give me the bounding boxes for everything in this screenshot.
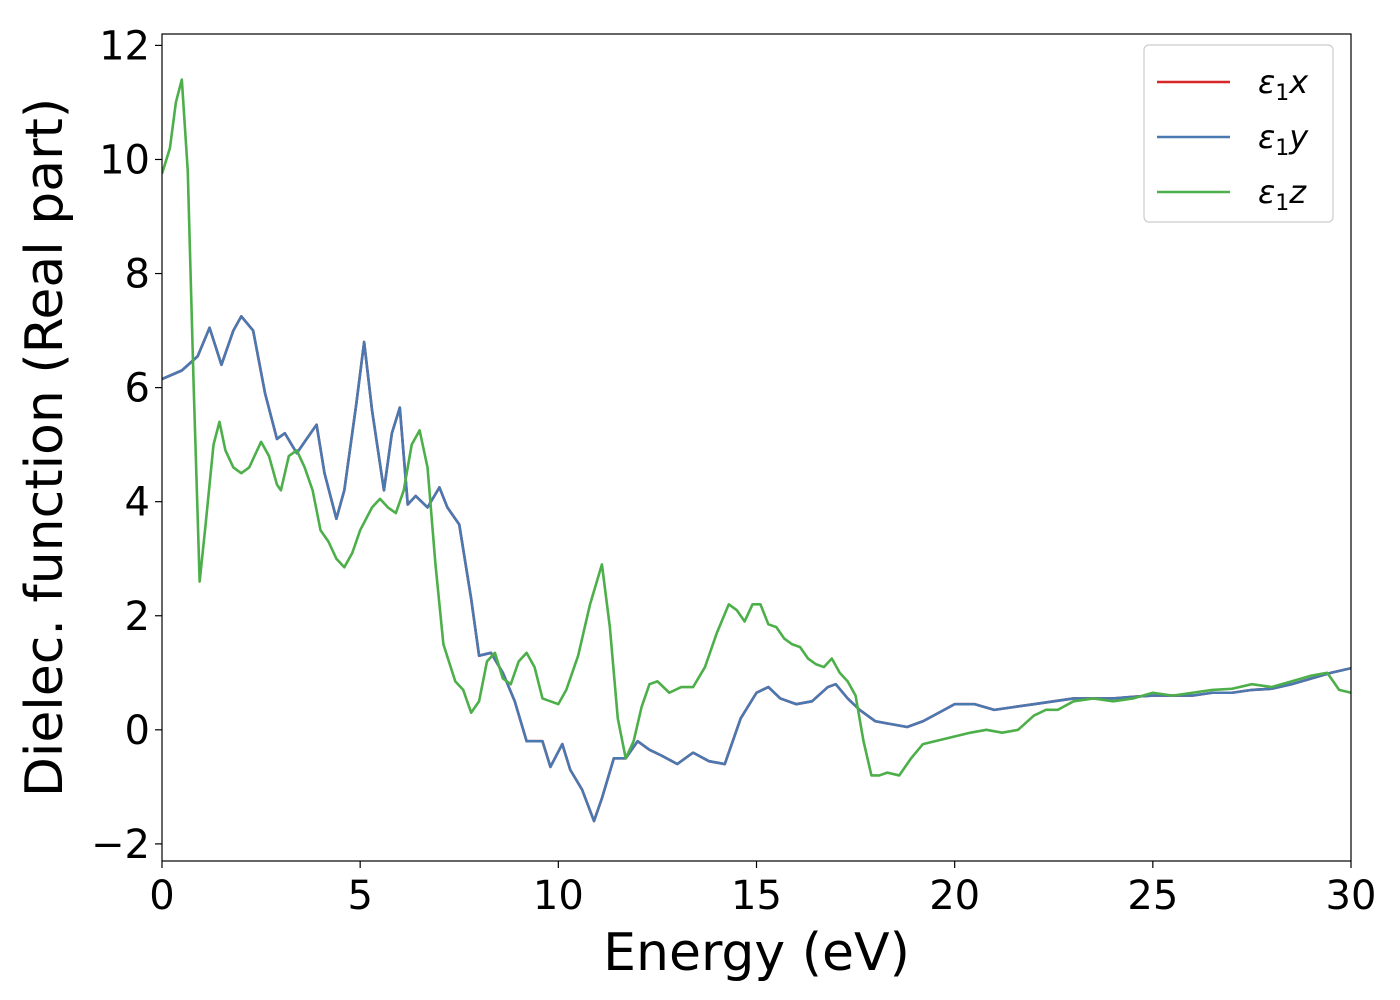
series-line-x bbox=[162, 315, 1351, 823]
y-tick-label: 6 bbox=[125, 366, 150, 412]
x-tick-label: 25 bbox=[1127, 873, 1178, 919]
x-tick-label: 15 bbox=[731, 873, 782, 919]
legend-symbol: ε bbox=[1258, 63, 1275, 101]
y-tick-label: 8 bbox=[125, 252, 150, 298]
legend-symbol: ε bbox=[1258, 118, 1275, 156]
plot-area bbox=[162, 78, 1351, 823]
legend-label-y: ε1y bbox=[1258, 118, 1309, 161]
y-tick-label: 4 bbox=[125, 480, 150, 526]
x-axis: 0 5 10 15 20 25 30 bbox=[149, 861, 1376, 919]
legend-subscript: 1 bbox=[1275, 191, 1289, 216]
legend-subscript: 1 bbox=[1275, 81, 1289, 106]
y-tick-label: 2 bbox=[125, 594, 150, 640]
y-tick-label: 10 bbox=[99, 137, 150, 183]
y-axis-label: Dielec. function (Real part) bbox=[15, 98, 75, 797]
legend-subscript: 1 bbox=[1275, 136, 1289, 161]
x-tick-label: 5 bbox=[347, 873, 372, 919]
series-line-y bbox=[162, 315, 1351, 823]
x-axis-label: Energy (eV) bbox=[603, 923, 910, 983]
x-tick-label: 30 bbox=[1326, 873, 1377, 919]
legend-variable: z bbox=[1288, 173, 1307, 211]
legend-variable: x bbox=[1288, 63, 1309, 101]
legend-label-x: ε1x bbox=[1258, 63, 1309, 106]
legend-label-z: ε1z bbox=[1258, 173, 1307, 216]
legend-box bbox=[1143, 44, 1334, 223]
series-line-z bbox=[162, 78, 1351, 777]
y-tick-label: 12 bbox=[99, 23, 150, 69]
x-tick-label: 10 bbox=[533, 873, 584, 919]
legend-symbol: ε bbox=[1258, 173, 1275, 211]
y-axis: −2 0 2 4 6 8 10 12 bbox=[91, 23, 162, 868]
legend-variable: y bbox=[1288, 118, 1309, 156]
x-tick-label: 0 bbox=[149, 873, 174, 919]
y-tick-label: 0 bbox=[125, 708, 150, 754]
x-tick-label: 20 bbox=[929, 873, 980, 919]
y-tick-label: −2 bbox=[91, 822, 150, 868]
